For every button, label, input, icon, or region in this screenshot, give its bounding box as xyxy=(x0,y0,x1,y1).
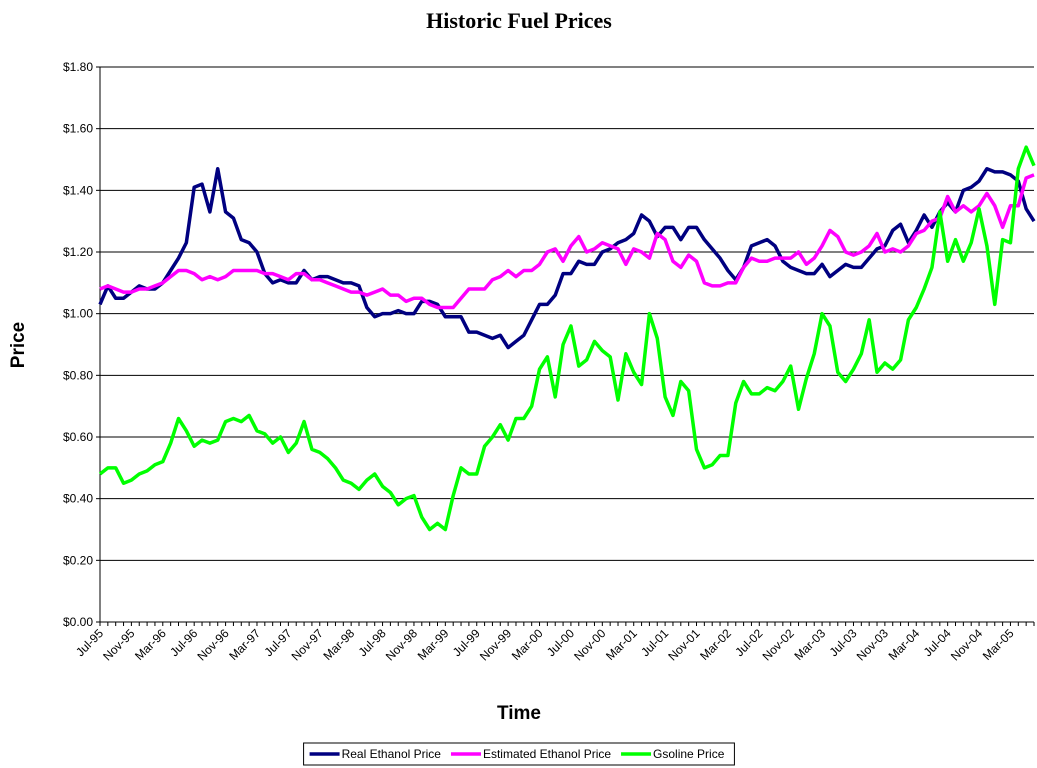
x-tick-label: Nov-03 xyxy=(854,626,891,663)
legend-label: Estimated Ethanol Price xyxy=(483,747,611,761)
y-tick-label: $1.40 xyxy=(63,183,93,197)
legend-label: Gsoline Price xyxy=(653,747,725,761)
line-series xyxy=(98,167,1036,350)
y-tick-label: $0.00 xyxy=(63,615,93,629)
line-series xyxy=(98,145,1036,532)
line-series xyxy=(99,173,1035,310)
y-tick-label: $0.80 xyxy=(63,368,93,382)
x-tick-label: Mar-04 xyxy=(886,626,923,663)
x-tick-label: Mar-02 xyxy=(697,626,734,663)
x-tick-label: Mar-00 xyxy=(509,626,546,663)
x-tick-label: Nov-99 xyxy=(477,626,514,663)
x-tick-label: Nov-01 xyxy=(665,626,702,663)
x-tick-label: Nov-98 xyxy=(383,626,420,663)
y-tick-label: $1.00 xyxy=(63,307,93,321)
x-axis-title: Time xyxy=(497,703,541,724)
y-tick-label: $1.60 xyxy=(63,122,93,136)
legend-label: Real Ethanol Price xyxy=(342,747,442,761)
x-tick-label: Mar-97 xyxy=(226,626,263,663)
x-tick-label: Mar-05 xyxy=(980,626,1017,663)
x-tick-label: Mar-01 xyxy=(603,626,640,663)
y-tick-label: $1.20 xyxy=(63,245,93,259)
x-tick-label: Nov-96 xyxy=(194,626,231,663)
x-tick-label: Nov-00 xyxy=(571,626,608,663)
y-axis-title: Price xyxy=(8,322,29,368)
x-tick-label: Nov-02 xyxy=(760,626,797,663)
x-tick-label: Mar-96 xyxy=(132,626,169,663)
y-tick-label: $0.20 xyxy=(63,553,93,567)
x-tick-label: Mar-99 xyxy=(415,626,452,663)
legend-box xyxy=(303,742,735,766)
x-tick-label: Mar-03 xyxy=(791,626,828,663)
x-tick-label: Nov-97 xyxy=(289,626,326,663)
y-tick-label: $0.60 xyxy=(63,430,93,444)
x-tick-label: Mar-98 xyxy=(321,626,358,663)
y-tick-label: $0.40 xyxy=(63,492,93,506)
x-tick-label: Nov-95 xyxy=(100,626,137,663)
x-tick-label: Nov-04 xyxy=(948,626,985,663)
y-tick-label: $1.80 xyxy=(63,60,93,74)
chart-title: Historic Fuel Prices xyxy=(426,8,612,33)
